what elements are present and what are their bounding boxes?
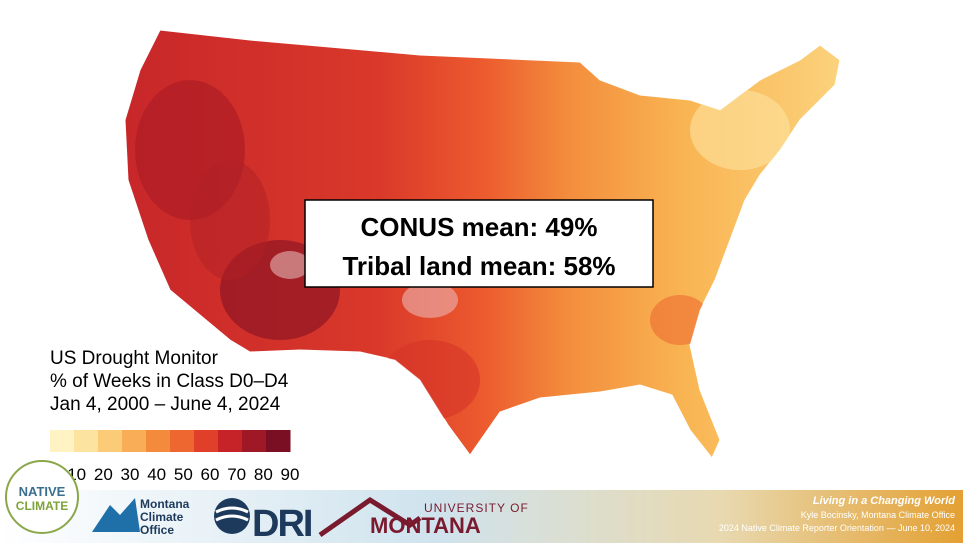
legend-tick-label: 70 — [227, 465, 246, 484]
legend-tick-label: 40 — [147, 465, 166, 484]
map-shading — [135, 80, 790, 420]
author: Kyle Bocinsky, Montana Climate Office — [801, 510, 955, 520]
legend-title: US Drought Monitor — [50, 348, 219, 369]
legend-tick-label: 30 — [121, 465, 140, 484]
legend-tick-label: 20 — [94, 465, 113, 484]
logo-text: Climate — [140, 510, 184, 524]
legend-swatch — [74, 430, 99, 452]
legend-swatch — [194, 430, 219, 452]
event: 2024 Native Climate Reporter Orientation… — [719, 523, 955, 533]
legend-swatch — [170, 430, 195, 452]
legend-tick-label: 50 — [174, 465, 193, 484]
footer: NATIVE CLIMATE Montana Climate Office DR… — [0, 460, 963, 543]
legend-swatch — [50, 430, 75, 452]
legend-tick-label: 90 — [281, 465, 300, 484]
logo-text: NATIVE — [19, 484, 66, 499]
logo-text: DRI — [252, 503, 312, 543]
legend-swatch — [266, 430, 291, 452]
legend-swatch — [218, 430, 243, 452]
logo-text: CLIMATE — [16, 499, 68, 513]
legend-title: Jan 4, 2000 – June 4, 2024 — [50, 394, 281, 415]
drought-map — [124, 29, 841, 459]
tribal-mean: Tribal land mean: 58% — [342, 251, 615, 281]
legend: US Drought Monitor % of Weeks in Class D… — [45, 348, 299, 484]
tagline: Living in a Changing World — [813, 495, 955, 507]
logo-text: UNIVERSITY OF — [424, 501, 529, 515]
legend-swatch — [98, 430, 123, 452]
legend-swatch — [122, 430, 147, 452]
legend-swatch — [242, 430, 267, 452]
legend-title: % of Weeks in Class D0–D4 — [50, 371, 289, 392]
summary-box: CONUS mean: 49% Tribal land mean: 58% — [304, 199, 654, 288]
logo-text: Montana — [140, 497, 190, 511]
logo-text: MONTANA — [370, 513, 481, 538]
logo-text: Office — [140, 523, 174, 537]
legend-swatch — [146, 430, 171, 452]
legend-tick-label: 80 — [254, 465, 273, 484]
legend-tick-label: 60 — [201, 465, 220, 484]
conus-mean: CONUS mean: 49% — [361, 212, 598, 242]
